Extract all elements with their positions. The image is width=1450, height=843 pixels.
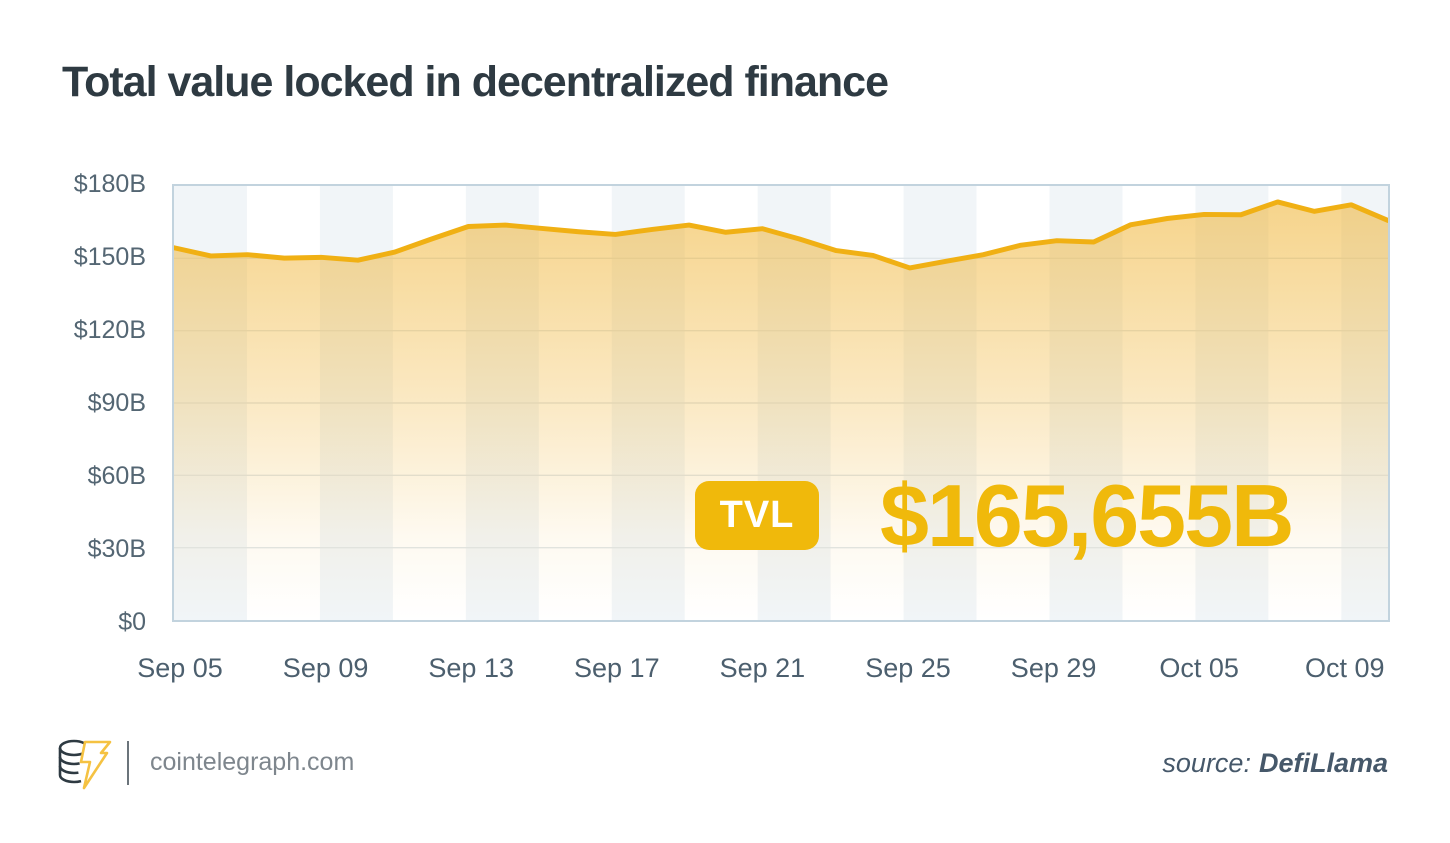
tvl-area-chart [174, 186, 1388, 620]
x-tick-label: Sep 09 [282, 653, 369, 683]
tvl-value: $165,655B [880, 466, 1295, 565]
y-tick-label: $180B [73, 170, 146, 198]
y-tick-label: $120B [73, 316, 146, 344]
x-tick-label: Sep 13 [428, 653, 514, 683]
y-tick-label: $90B [87, 389, 146, 417]
y-tick-label: $150B [73, 243, 146, 271]
footer-site-url: cointelegraph.com [150, 748, 355, 776]
x-tick-label: Oct 09 [1305, 653, 1385, 683]
x-tick-label: Sep 21 [719, 653, 806, 683]
footer-divider [127, 741, 129, 785]
x-tick-label: Sep 05 [137, 653, 223, 683]
source-label: source: [1162, 748, 1251, 778]
source-credit: source: DefiLlama [1162, 748, 1388, 779]
tvl-badge: TVL [695, 481, 819, 550]
source-name: DefiLlama [1258, 748, 1388, 778]
x-tick-label: Oct 05 [1159, 653, 1239, 683]
x-tick-label: Sep 29 [1010, 653, 1097, 683]
y-tick-label: $60B [87, 462, 146, 490]
x-tick-label: Sep 25 [865, 653, 951, 683]
cointelegraph-logo-icon [58, 739, 112, 790]
chart-title: Total value locked in decentralized fina… [62, 58, 889, 106]
y-tick-label: $30B [87, 535, 146, 563]
y-tick-label: $0 [118, 608, 146, 636]
x-tick-label: Sep 17 [574, 653, 660, 683]
